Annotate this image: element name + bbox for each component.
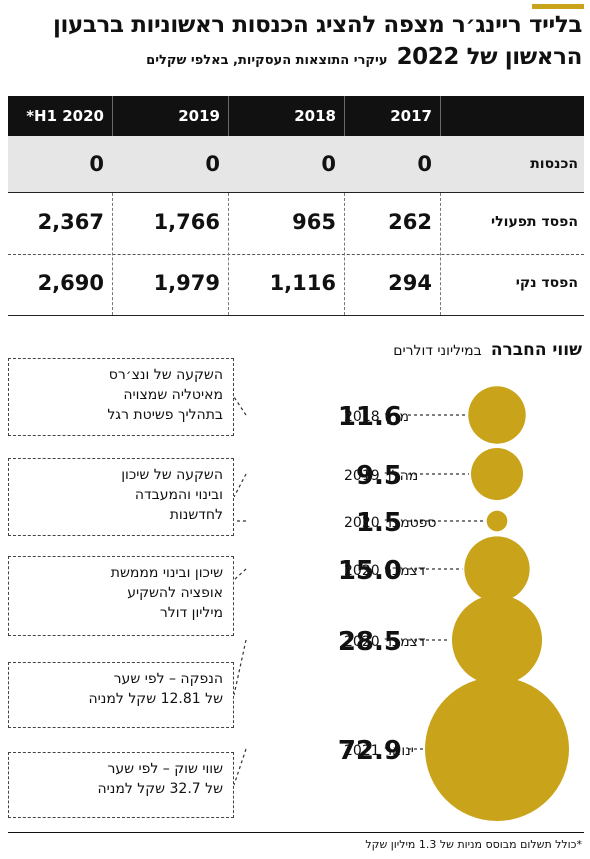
bubble-value-label: 11.6 <box>338 402 402 432</box>
note-line: הנפקה – לפי שער <box>113 671 223 687</box>
table-cell: 294 <box>388 271 432 295</box>
note-box: השקעה של שיכון ובינוי והמעבדה לחדשנות <box>8 458 234 536</box>
table-cell: 0 <box>417 152 432 176</box>
bubble-date-label: ספטמבר 2020 <box>344 515 437 531</box>
bubble-value-label: 28.5 <box>338 627 402 657</box>
valuation-title: שווי החברה במיליוני דולרים <box>393 340 582 360</box>
table-cell: 2,690 <box>37 271 104 295</box>
bubble-date-label: דצמבר 2020 <box>344 563 426 579</box>
note-line: של 32.7 שקל למניה <box>97 781 223 797</box>
table-header: 2017 2018 2019 *H1 2020 <box>8 96 584 136</box>
footnote-rule <box>8 832 584 833</box>
table-cell: 1,979 <box>153 271 220 295</box>
note-line: שווי שוק – לפי שער <box>107 761 223 777</box>
col-sep <box>112 96 113 136</box>
bubble-mark <box>425 677 569 821</box>
page-title: בלייד ריינג׳ר מצפה להציג הכנסות ראשוניות… <box>53 12 582 38</box>
row-divider <box>8 254 584 255</box>
bubble-mark <box>468 386 526 444</box>
note-line: מאיטליה שמצויה <box>123 387 223 403</box>
bubble-value-label: 1.5 <box>356 508 402 538</box>
col-head-2017: 2017 <box>390 107 432 125</box>
note-line: השקעה של שיכון <box>121 467 223 483</box>
note-line: אופציה להשקיע <box>127 585 223 601</box>
note-box: השקעה של ונצ׳רס מאיטליה שמצויה בתהליך פש… <box>8 358 234 436</box>
table-cell: 262 <box>388 210 432 234</box>
note-connector-line <box>233 396 247 416</box>
col-sep <box>440 193 441 315</box>
bubble-date-label: מהלך 2019 <box>344 468 418 484</box>
bubble-mark <box>471 448 523 500</box>
col-sep <box>344 96 345 136</box>
note-line: בתהליך פשיטת רגל <box>107 407 223 423</box>
col-sep <box>440 96 441 136</box>
valuation-title-text: שווי החברה <box>490 340 582 360</box>
table-cell: 1,766 <box>153 210 220 234</box>
bubble-mark <box>486 510 508 532</box>
bubble-value-label: 72.9 <box>338 736 402 766</box>
bubble-mark <box>464 536 530 602</box>
table-cell: 1,116 <box>269 271 336 295</box>
title-line2-text: הראשון של 2022 <box>396 44 583 70</box>
accent-bar <box>532 4 584 9</box>
row-divider <box>8 315 584 316</box>
bubble-value-label: 9.5 <box>356 461 402 491</box>
row-label: הפסד נקי <box>515 275 578 291</box>
row-label: הפסד תפעולי <box>491 214 578 230</box>
bubble-mark <box>451 594 543 686</box>
bubble-date-label: דצמבר 2020 <box>344 634 426 650</box>
note-connector-line <box>233 748 247 786</box>
results-table: 2017 2018 2019 *H1 2020 הכנסות 0 0 0 0 ה… <box>8 96 584 316</box>
table-cell: 0 <box>89 152 104 176</box>
note-box: שיכון ובינוי מממשת אופציה להשקיע מיליון … <box>8 556 234 636</box>
bubble-date-label: ינואר 2021 <box>344 743 414 759</box>
row-divider <box>8 192 584 193</box>
col-head-2019: 2019 <box>178 107 220 125</box>
col-sep <box>344 193 345 315</box>
table-cell: 965 <box>292 210 336 234</box>
valuation-unit: במיליוני דולרים <box>393 343 482 359</box>
col-sep <box>228 96 229 136</box>
note-box: הנפקה – לפי שער של 12.81 שקל למניה <box>8 662 234 728</box>
note-line: ובינוי והמעבדה <box>134 487 223 503</box>
title-line2: הראשון של 2022 עיקרי התוצאות העסקיות, בא… <box>146 44 582 70</box>
bubble-value-label: 15.0 <box>338 556 402 586</box>
note-line: שיכון ובינוי מממשת <box>110 565 223 581</box>
col-head-2018: 2018 <box>294 107 336 125</box>
note-line: השקעה של ונצ׳רס <box>108 367 223 383</box>
footnote: *כולל תשלום מבוסס מניות של 1.3 מיליון שק… <box>365 838 582 851</box>
row-label: הכנסות <box>530 156 578 172</box>
note-connector-line <box>233 639 247 696</box>
note-line: של 12.81 שקל למניה <box>88 691 223 707</box>
page-subtitle: עיקרי התוצאות העסקיות, באלפי שקלים <box>146 53 388 68</box>
note-connector-line <box>233 473 247 498</box>
note-connector-line <box>233 568 247 581</box>
note-line: מיליון דולר <box>159 605 223 621</box>
table-cell: 0 <box>321 152 336 176</box>
col-sep <box>228 193 229 315</box>
note-box: שווי שוק – לפי שער של 32.7 שקל למניה <box>8 752 234 818</box>
table-row: הפסד תפעולי 262 965 1,766 2,367 <box>8 193 584 253</box>
table-cell: 0 <box>205 152 220 176</box>
bubble-date-label: מרץ 2018 <box>344 409 409 425</box>
note-line: לחדשנות <box>169 507 223 523</box>
table-row: הכנסות 0 0 0 0 <box>8 136 584 192</box>
col-head-h1-2020: *H1 2020 <box>26 107 104 125</box>
table-row: הפסד נקי 294 1,116 1,979 2,690 <box>8 254 584 314</box>
col-sep <box>112 193 113 315</box>
table-cell: 2,367 <box>37 210 104 234</box>
